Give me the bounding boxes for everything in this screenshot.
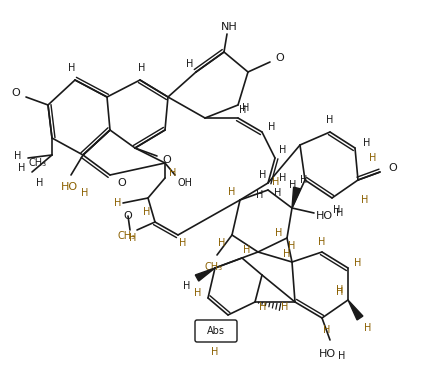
Text: CH₃: CH₃ [118, 231, 136, 241]
Text: H: H [243, 245, 251, 255]
Polygon shape [292, 187, 300, 208]
Text: H: H [289, 180, 297, 190]
Text: H: H [268, 122, 276, 132]
Text: H: H [361, 195, 369, 205]
Text: Abs: Abs [207, 326, 225, 336]
Text: H: H [14, 151, 22, 161]
Text: H: H [169, 168, 177, 178]
Text: HO: HO [319, 349, 336, 359]
Text: H: H [279, 145, 287, 155]
Text: HO: HO [316, 211, 332, 221]
Text: H: H [274, 188, 282, 198]
Text: H: H [326, 115, 334, 125]
Text: H: H [179, 238, 187, 248]
FancyBboxPatch shape [195, 320, 237, 342]
Text: O: O [124, 211, 132, 221]
Text: CH₃: CH₃ [205, 262, 223, 272]
Text: OH: OH [178, 178, 193, 188]
Text: H: H [259, 302, 267, 312]
Text: CH₃: CH₃ [29, 158, 47, 168]
Text: H: H [336, 285, 344, 295]
Text: H: H [228, 187, 236, 197]
Text: H: H [194, 288, 202, 298]
Polygon shape [195, 268, 215, 281]
Text: H: H [81, 188, 89, 198]
Text: H: H [69, 63, 76, 73]
Text: H: H [336, 287, 344, 297]
Text: H: H [183, 281, 191, 291]
Text: H: H [300, 175, 307, 185]
Text: O: O [117, 178, 126, 188]
Text: NH: NH [221, 22, 237, 32]
Text: H: H [218, 238, 226, 248]
Text: H: H [333, 205, 341, 215]
Text: H: H [272, 177, 280, 187]
Text: H: H [186, 59, 194, 69]
Text: H: H [256, 190, 264, 200]
Text: H: H [36, 178, 44, 188]
Text: H: H [114, 198, 121, 208]
Text: H: H [129, 233, 137, 243]
Text: H: H [143, 207, 151, 217]
Text: H: H [275, 228, 283, 238]
Text: H: H [288, 241, 295, 251]
Text: H: H [318, 237, 326, 247]
Text: O: O [12, 88, 20, 98]
Text: HO: HO [61, 182, 77, 192]
Text: H: H [363, 138, 371, 148]
Text: H: H [243, 103, 250, 113]
Text: H: H [324, 325, 331, 335]
Text: H: H [239, 105, 247, 115]
Text: H: H [338, 351, 346, 361]
Text: H: H [138, 63, 146, 73]
Text: H: H [279, 173, 287, 183]
Text: H: H [259, 170, 267, 180]
Text: H: H [211, 347, 218, 357]
Text: H: H [364, 323, 372, 333]
Text: H: H [354, 258, 362, 268]
Text: H: H [283, 249, 291, 259]
Text: O: O [275, 53, 284, 63]
Text: O: O [388, 163, 397, 173]
Text: H: H [18, 163, 26, 173]
Text: O: O [162, 155, 171, 165]
Text: H: H [281, 302, 289, 312]
Text: H: H [369, 153, 376, 163]
Polygon shape [348, 300, 363, 320]
Text: H: H [336, 208, 344, 218]
